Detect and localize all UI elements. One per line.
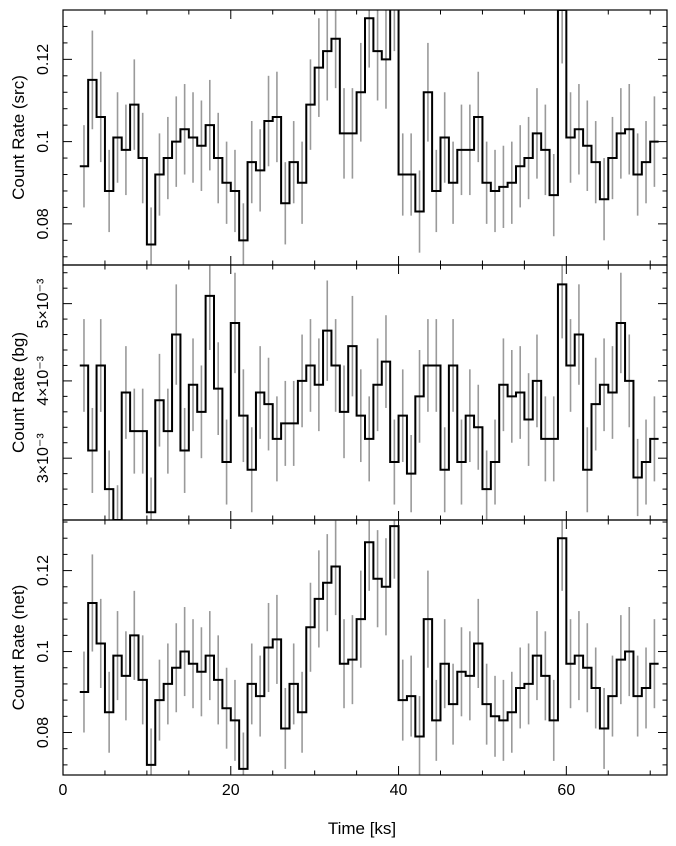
panels-layer: 0.08 0.1 0.12 Count Rate (src) 3×10⁻³ 4×10⁻³ 5… — [9, 9, 668, 799]
x-tick-label: 40 — [390, 782, 408, 799]
y-tick-label: 0.08 — [35, 717, 52, 748]
errorbars-src — [83, 10, 656, 265]
y-tick-label: 4×10⁻³ — [35, 355, 52, 405]
y-tick-label: 3×10⁻³ — [35, 433, 52, 483]
errorbars-net — [83, 520, 656, 775]
y-tick-label: 0.1 — [35, 640, 52, 662]
y-tick-label: 0.12 — [35, 44, 52, 75]
y-tick-label: 5×10⁻³ — [35, 278, 52, 328]
y-tick-label: 0.1 — [35, 130, 52, 152]
y-tick-label: 0.08 — [35, 208, 52, 239]
lightcurve-step-src — [79, 10, 659, 246]
errorbars-bg — [83, 265, 656, 520]
x-axis-title: Time [ks] — [328, 819, 396, 838]
x-tick-label: 20 — [222, 782, 240, 799]
x-tick-label: 60 — [557, 782, 575, 799]
panel-frame-net — [62, 519, 668, 776]
panel-net: 0.08 0.1 0.12 Count Rate (net) 0 20 40 60 — [9, 519, 668, 799]
lightcurve-step-bg — [79, 283, 659, 520]
y-axis-title-src: Count Rate (src) — [9, 75, 28, 200]
y-tick-label: 0.12 — [35, 555, 52, 586]
panel-frame-bg — [62, 264, 668, 521]
y-axis-title-bg: Count Rate (bg) — [9, 332, 28, 453]
x-tick-label: 0 — [59, 782, 68, 799]
y-axis-title-net: Count Rate (net) — [9, 585, 28, 711]
lightcurve-step-net — [79, 525, 659, 770]
panel-src: 0.08 0.1 0.12 Count Rate (src) — [9, 9, 668, 266]
panel-bg: 3×10⁻³ 4×10⁻³ 5×10⁻³ Count Rate (bg) — [9, 264, 668, 521]
